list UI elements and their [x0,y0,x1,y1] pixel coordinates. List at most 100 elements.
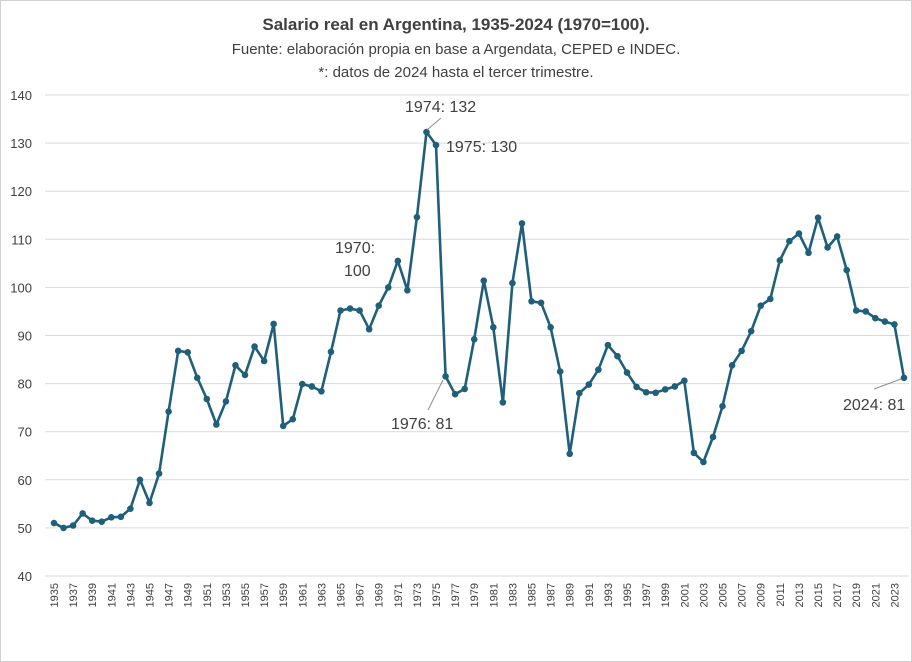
data-point-1950 [193,374,201,382]
annotations: 1974: 132 1975: 130 1970: 100 1976: 81 2… [335,99,905,433]
x-tick-label: 2001 [679,583,691,607]
data-point-1975 [432,141,440,149]
data-point-1961 [299,380,306,388]
x-tick-label: 1947 [164,583,176,607]
data-point-1946 [155,470,163,477]
data-point-2024 [900,374,908,382]
grid-lines [45,94,909,577]
data-point-1955 [241,371,249,379]
x-tick-label: 2023 [889,583,901,607]
data-point-1935 [50,519,58,527]
data-point-2021 [872,314,879,322]
x-tick-label: 2011 [775,583,787,607]
data-point-1951 [203,395,211,403]
data-point-1940 [98,518,106,525]
y-tick-label: 60 [18,473,32,488]
x-tick-label: 2015 [813,583,825,607]
data-point-1959 [279,422,287,430]
data-point-1995 [623,369,631,376]
data-point-1987 [547,324,554,331]
annotation-1975: 1975: 130 [446,139,517,156]
x-tick-label: 1997 [641,583,653,607]
annotation-2024: 2024: 81 [843,397,905,414]
data-point-1977 [451,390,459,398]
x-tick-label: 1935 [49,583,61,607]
x-tick-label: 1953 [221,583,233,607]
data-point-2022 [881,318,889,325]
data-point-2001 [681,377,688,385]
chart-title: Salario real en Argentina, 1935-2024 (19… [262,15,649,34]
data-point-1978 [461,385,468,393]
data-point-2012 [786,237,793,245]
data-point-1949 [184,349,192,356]
y-tick-label: 140 [10,88,32,103]
x-tick-label: 1993 [603,583,615,607]
y-tick-label: 70 [18,425,32,440]
data-point-1952 [213,421,220,428]
data-point-1939 [88,517,96,524]
y-tick-label: 80 [18,377,32,392]
x-tick-label: 1941 [106,583,118,607]
data-point-1953 [222,398,230,405]
data-point-1976 [442,373,449,380]
x-tick-label: 2021 [870,583,882,607]
x-tick-label: 1937 [68,583,80,607]
data-point-1999 [661,386,669,393]
x-tick-label: 1971 [393,583,405,607]
x-tick-label: 2009 [756,583,768,607]
data-point-2018 [843,266,850,274]
data-point-1980 [480,277,488,284]
data-point-1963 [318,387,325,395]
data-point-1964 [327,348,335,356]
data-point-2007 [738,347,745,355]
data-point-1962 [308,383,316,390]
data-point-2004 [709,433,717,441]
x-tick-label: 1977 [450,583,462,607]
data-point-1970 [384,284,392,291]
data-point-1979 [470,336,478,343]
data-point-2014 [805,249,812,257]
data-point-1992 [595,366,602,373]
data-point-1973 [413,213,421,221]
x-tick-label: 1939 [87,583,99,607]
leader-line-1976 [427,379,444,411]
data-point-1938 [79,510,86,517]
x-tick-label: 1985 [527,583,539,607]
data-point-1954 [232,362,239,369]
data-point-1957 [260,357,268,365]
data-point-2023 [891,321,898,328]
data-point-1983 [509,279,516,287]
chart-subtitle: Fuente: elaboración propia en base a Arg… [232,41,681,58]
data-point-1996 [633,383,640,391]
data-point-1971 [394,257,402,265]
annotation-1970-line2: 100 [344,263,371,280]
series-salario-real [50,128,908,532]
data-point-1989 [566,450,574,458]
data-point-1937 [69,522,77,529]
leader-line-2024 [873,378,902,390]
data-point-1958 [270,320,277,328]
data-point-1991 [585,381,593,388]
data-point-1945 [146,499,153,507]
x-tick-label: 1945 [145,583,157,607]
data-point-1960 [289,415,297,423]
x-tick-label: 1981 [488,583,500,607]
annotation-1976: 1976: 81 [391,416,453,433]
data-point-2010 [766,295,774,303]
data-point-1988 [556,368,564,375]
data-point-2006 [728,362,736,369]
data-point-1993 [604,341,612,349]
annotation-1970-line1: 1970: [335,240,375,257]
x-tick-label: 2013 [794,583,806,607]
x-tick-label: 1973 [412,583,424,607]
data-point-1967 [356,307,363,314]
x-tick-label: 2003 [698,583,710,607]
data-point-1956 [251,343,258,350]
data-point-1942 [117,513,125,521]
data-point-1997 [642,388,650,396]
annotation-1974: 1974: 132 [405,99,476,116]
data-point-2020 [862,308,870,315]
data-point-2002 [690,449,698,457]
x-tick-label: 1949 [183,583,195,607]
